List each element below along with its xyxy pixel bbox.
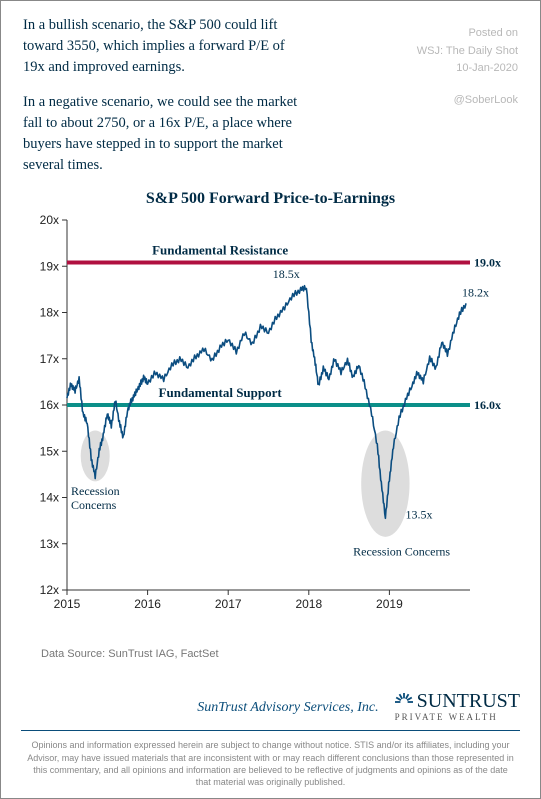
svg-text:18x: 18x	[40, 306, 59, 320]
logo-subtitle: PRIVATE WEALTH	[395, 713, 520, 722]
post-meta: Posted on WSJ: The Daily Shot 10-Jan-202…	[417, 25, 518, 109]
svg-text:Recession Concerns: Recession Concerns	[353, 544, 450, 558]
svg-text:17x: 17x	[40, 352, 59, 366]
meta-handle: @SoberLook	[417, 92, 518, 110]
meta-date: 10-Jan-2020	[417, 60, 518, 78]
svg-text:16x: 16x	[40, 398, 59, 412]
data-source: Data Source: SunTrust IAG, FactSet	[41, 648, 540, 660]
meta-posted: Posted on	[417, 25, 518, 43]
svg-text:Recession: Recession	[71, 484, 120, 498]
footer-divider	[21, 730, 520, 731]
svg-text:13.5x: 13.5x	[406, 507, 433, 521]
chart-container: S&P 500 Forward Price-to-Earnings 12x 13x…	[29, 190, 512, 630]
advisor-name: SunTrust Advisory Services, Inc.	[197, 700, 378, 722]
intro-bearish: In a negative scenario, we could see the…	[23, 92, 309, 176]
svg-text:Fundamental Resistance: Fundamental Resistance	[152, 243, 288, 258]
svg-text:Fundamental Support: Fundamental Support	[159, 385, 283, 400]
chart-title: S&P 500 Forward Price-to-Earnings	[29, 190, 512, 208]
svg-text:2018: 2018	[295, 597, 322, 611]
suntrust-logo: SUNTRUST PRIVATE WEALTH	[395, 691, 520, 722]
disclaimer-text: Opinions and information expressed herei…	[21, 739, 520, 788]
chart-svg: 12x 13x 14x 15x 16x 17x 18x 19x 20x 2015 2016 2017 2…	[29, 214, 514, 614]
svg-text:2016: 2016	[134, 597, 161, 611]
svg-text:2017: 2017	[215, 597, 242, 611]
svg-text:2015: 2015	[54, 597, 81, 611]
svg-text:18.5x: 18.5x	[273, 267, 300, 281]
svg-text:14x: 14x	[40, 491, 59, 505]
svg-text:15x: 15x	[40, 444, 59, 458]
svg-text:18.2x: 18.2x	[462, 285, 489, 299]
svg-text:12x: 12x	[40, 583, 59, 597]
footer: SunTrust Advisory Services, Inc. SUNTR	[1, 691, 540, 798]
intro-bullish: In a bullish scenario, the S&P 500 could…	[23, 15, 309, 78]
chart-plot: 12x 13x 14x 15x 16x 17x 18x 19x 20x 2015 2016 2017 2…	[29, 214, 512, 614]
svg-text:20x: 20x	[40, 214, 59, 227]
svg-text:13x: 13x	[40, 537, 59, 551]
logo-text: SUNTRUST	[417, 691, 520, 711]
meta-source: WSJ: The Daily Shot	[417, 43, 518, 61]
intro-block: In a bullish scenario, the S&P 500 could…	[1, 1, 331, 176]
svg-text:19.0x: 19.0x	[474, 256, 501, 270]
svg-text:19x: 19x	[40, 259, 59, 273]
svg-text:16.0x: 16.0x	[474, 398, 501, 412]
svg-text:2019: 2019	[376, 597, 403, 611]
sunburst-icon	[395, 693, 413, 711]
svg-text:Concerns: Concerns	[71, 498, 117, 512]
